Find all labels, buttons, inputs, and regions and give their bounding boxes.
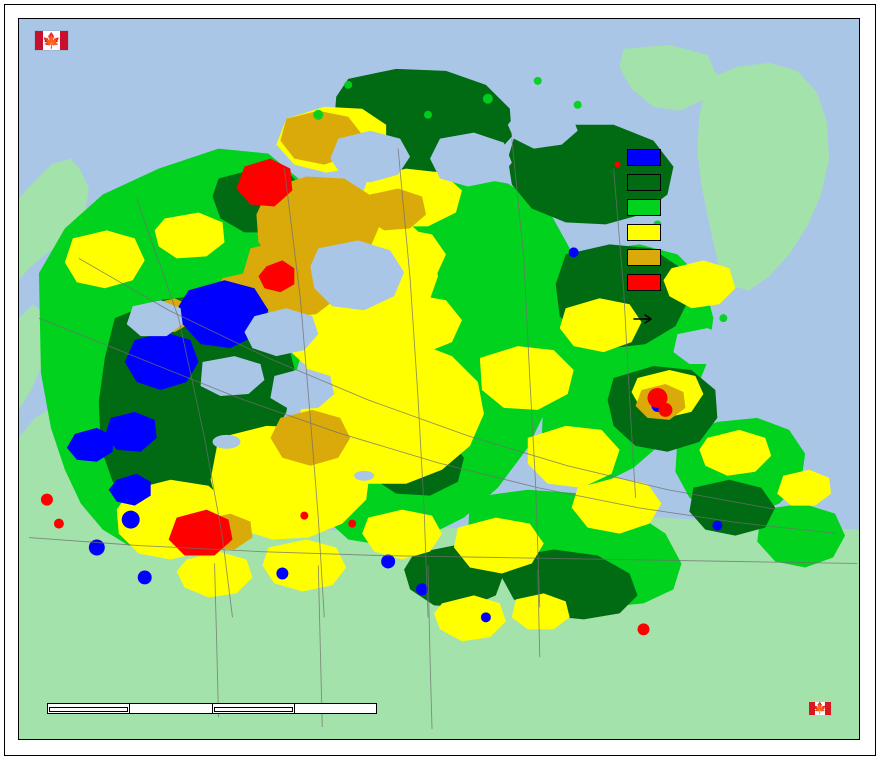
canada-flag-icon: 🍁 [35, 31, 68, 50]
legend-swatch-20-25 [627, 249, 661, 266]
map-frame[interactable]: 🍁 [18, 18, 860, 740]
legend-swatch-5-10 [627, 174, 661, 191]
legend-row [627, 195, 677, 220]
scale-bar-labels [47, 716, 377, 730]
legend-wind-direction [627, 309, 677, 329]
scale-bar-graphic [47, 703, 377, 714]
wind-direction-arrow-icon [627, 309, 661, 329]
canada-flag-icon: 🍁 [809, 702, 831, 715]
legend-swatch-15-20 [627, 224, 661, 241]
scale-bar [47, 703, 377, 730]
boundary-lines [28, 138, 858, 730]
canada-wordmark: 🍁 [809, 700, 831, 715]
nrcan-signature: 🍁 [35, 31, 114, 50]
legend-row [627, 245, 677, 270]
legend-swatch-10-15 [627, 199, 661, 216]
legend-row [627, 145, 677, 170]
map-canvas[interactable] [19, 19, 859, 739]
legend-row [627, 270, 677, 295]
legend [627, 145, 677, 329]
wind-speed-classes [38, 68, 846, 642]
legend-row [627, 170, 677, 195]
legend-swatch-over-25 [627, 274, 661, 291]
wind-speed-raster [19, 19, 859, 739]
legend-swatch-0-5 [627, 149, 661, 166]
legend-row [627, 220, 677, 245]
